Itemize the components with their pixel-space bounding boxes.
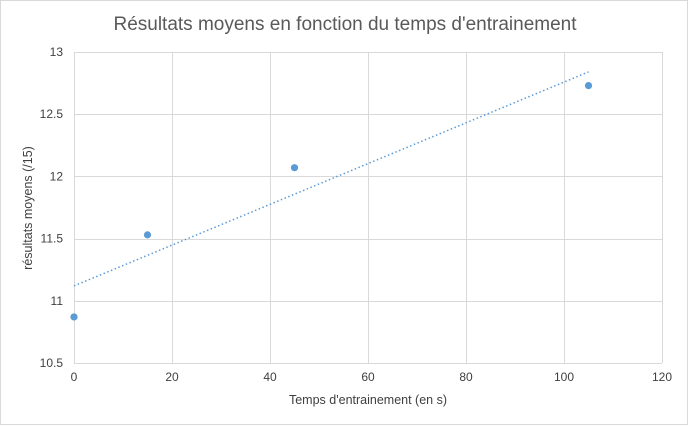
y-tick-label: 11 [51, 294, 64, 308]
x-tick-label: 60 [361, 370, 375, 384]
x-tick-label: 100 [554, 370, 574, 384]
y-axis-label: résultats moyens (/15) [21, 146, 35, 270]
tick-labels: 0 20 40 60 80 100 120 10.5 11 11.5 12 12.5 13 [40, 45, 673, 384]
data-point [584, 81, 593, 90]
gridlines [74, 52, 663, 364]
y-tick-label: 10.5 [40, 356, 64, 370]
x-tick-label: 120 [652, 370, 672, 384]
data-point [143, 231, 152, 239]
y-tick-label: 11.5 [41, 232, 64, 246]
y-tick-label: 13 [50, 45, 64, 59]
trendline-layer [73, 71, 589, 287]
linear-trendline [73, 71, 589, 287]
y-tick-label: 12 [50, 169, 64, 183]
chart-title: Résultats moyens en fonction du temps d'… [113, 14, 577, 35]
y-tick-label: 12.5 [40, 107, 64, 121]
data-point [290, 164, 299, 172]
x-tick-label: 80 [459, 370, 473, 384]
data-points [70, 81, 593, 321]
x-tick-label: 0 [71, 370, 78, 384]
data-point [70, 313, 78, 321]
x-tick-label: 20 [165, 370, 179, 384]
x-tick-label: 40 [263, 370, 277, 384]
x-axis-label: Temps d'entrainement (en s) [289, 393, 447, 407]
